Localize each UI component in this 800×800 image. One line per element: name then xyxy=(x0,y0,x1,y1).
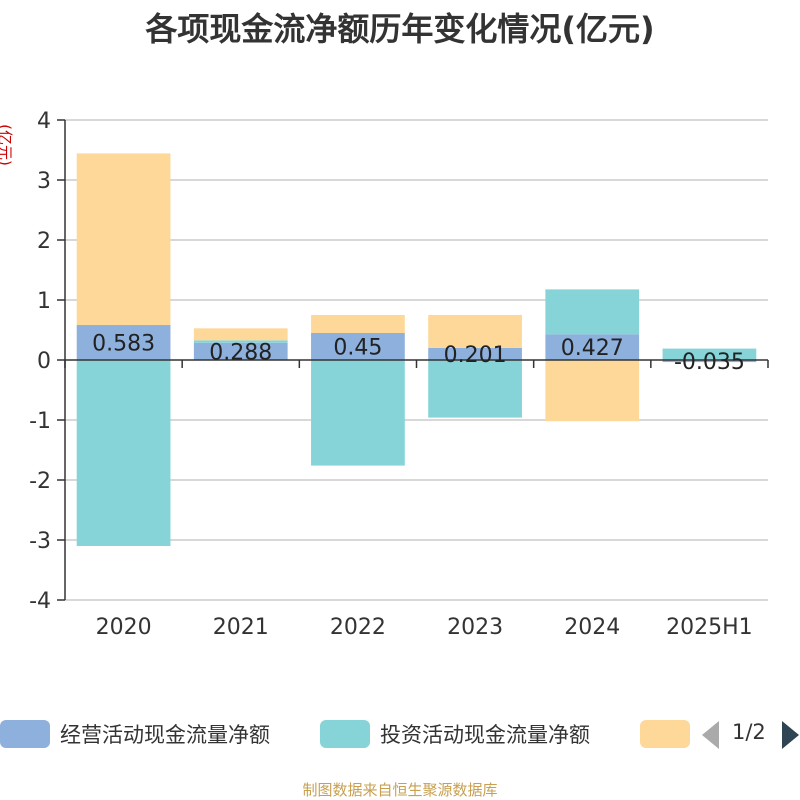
bar-2024-series-2[interactable] xyxy=(545,360,640,422)
x-tick-label-2024: 2024 xyxy=(564,615,620,640)
data-labels: 0.583 0.288 0.45 0.201 0.427 -0.035 xyxy=(92,332,745,376)
bar-2021-series-1[interactable] xyxy=(193,340,288,343)
bar-2020-series-2[interactable] xyxy=(76,153,171,326)
pager-text: 1/2 xyxy=(732,720,766,744)
bar-2023-series-1[interactable] xyxy=(428,360,522,418)
legend-swatch-investing xyxy=(320,720,370,748)
y-tick-label: -4 xyxy=(29,589,51,614)
y-tick-label: 3 xyxy=(37,169,51,194)
bar-2022-series-2[interactable] xyxy=(311,315,405,333)
legend-item-third[interactable] xyxy=(640,720,690,748)
x-tick-label-2023: 2023 xyxy=(447,615,503,640)
y-tick-label: 1 xyxy=(37,289,51,314)
data-label-2022: 0.45 xyxy=(333,336,382,361)
bar-2025H1-series-0[interactable] xyxy=(662,360,757,363)
data-label-2025H1: -0.035 xyxy=(674,350,745,375)
legend-label-operating: 经营活动现金流量净额 xyxy=(60,723,270,747)
y-tick-label: -2 xyxy=(29,469,51,494)
bar-2024-series-0[interactable] xyxy=(545,334,640,360)
data-label-2023: 0.201 xyxy=(444,343,507,368)
bar-2020-series-0[interactable] xyxy=(76,325,171,360)
y-tick-label: -3 xyxy=(29,529,51,554)
data-label-2020: 0.583 xyxy=(92,332,155,357)
bar-2023-series-2[interactable] xyxy=(428,314,522,348)
y-tick-label: 0 xyxy=(37,349,51,374)
bar-2021-series-0[interactable] xyxy=(193,342,288,360)
legend-label-investing: 投资活动现金流量净额 xyxy=(380,723,590,747)
y-tick-label: 4 xyxy=(37,109,51,134)
bar-2020-series-1[interactable] xyxy=(76,360,171,546)
legend-item-operating[interactable]: 经营活动现金流量净额 xyxy=(0,720,270,748)
x-tick-label-2020: 2020 xyxy=(96,615,152,640)
grid-lines xyxy=(65,119,768,601)
bar-2022-series-0[interactable] xyxy=(311,333,405,360)
chart-title: 各项现金流净额历年变化情况(亿元) xyxy=(145,10,655,48)
bars xyxy=(76,153,757,546)
data-label-2024: 0.427 xyxy=(561,336,624,361)
y-axis-label: (亿元) xyxy=(0,124,14,166)
legend-item-investing[interactable]: 投资活动现金流量净额 xyxy=(320,720,590,748)
y-tick-label: 2 xyxy=(37,229,51,254)
bar-2022-series-1[interactable] xyxy=(311,360,405,466)
x-tick-label-2021: 2021 xyxy=(213,615,269,640)
legend-pager: 1/2 xyxy=(700,718,800,750)
legend: 经营活动现金流量净额 投资活动现金流量净额 1/2 xyxy=(0,714,800,754)
bar-2021-series-2[interactable] xyxy=(193,328,288,341)
bar-2023-series-0[interactable] xyxy=(428,347,522,360)
legend-swatch-operating xyxy=(0,720,50,748)
legend-swatch-third xyxy=(640,720,690,748)
bar-2025H1-series-1[interactable] xyxy=(662,348,757,360)
x-tick-label-2022: 2022 xyxy=(330,615,386,640)
bar-2024-series-1[interactable] xyxy=(545,289,640,335)
source-note: 制图数据来自恒生聚源数据库 xyxy=(302,781,498,799)
data-label-2021: 0.288 xyxy=(209,340,272,365)
pager-prev-icon[interactable] xyxy=(702,721,719,749)
x-tick-label-2025H1: 2025H1 xyxy=(666,615,753,640)
y-tick-label: -1 xyxy=(29,409,51,434)
axes: 4 3 2 1 0 -1 -2 -3 -4 2020 2021 2022 2023 2024 2025H1 xyxy=(29,109,769,640)
pager-next-icon[interactable] xyxy=(782,721,799,749)
